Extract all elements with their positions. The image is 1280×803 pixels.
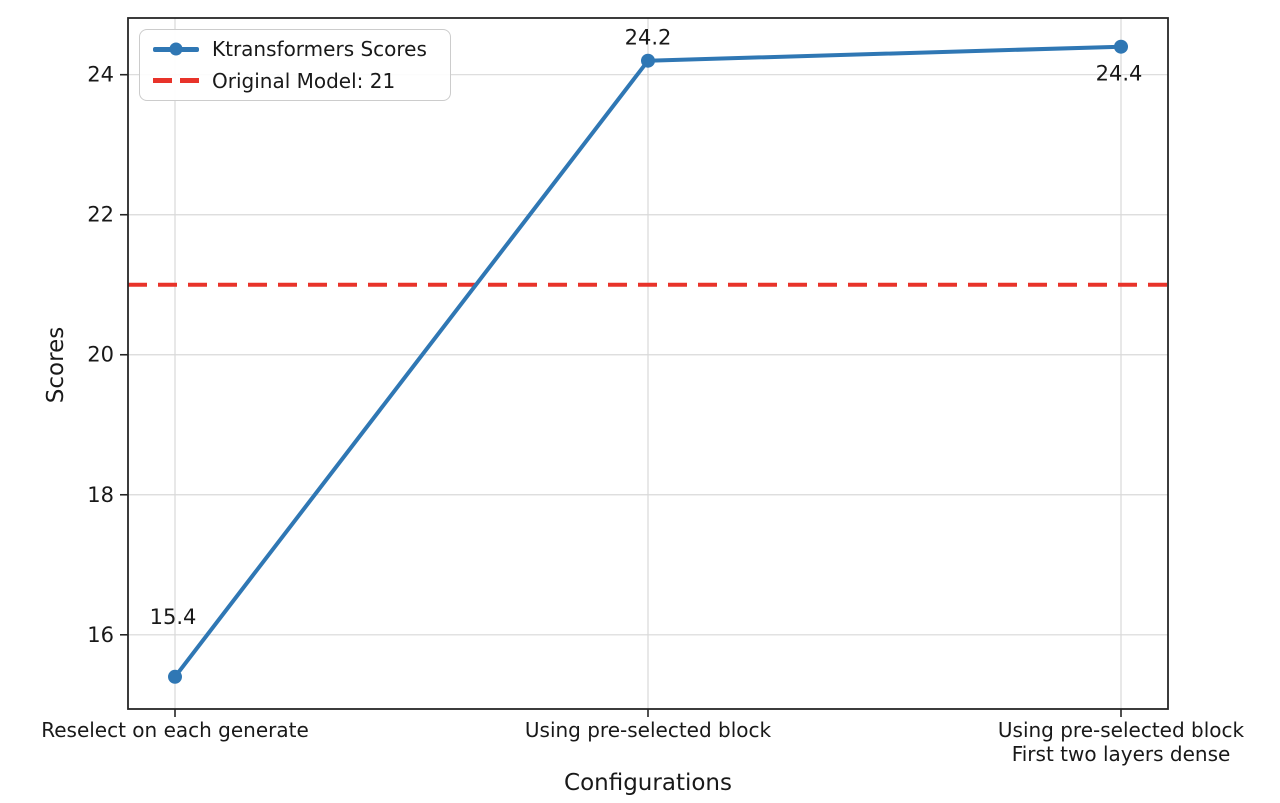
point-label: 15.4 — [150, 605, 197, 629]
series-marker-icon — [169, 42, 183, 56]
legend-dash-sample — [153, 78, 199, 84]
legend: Ktransformers Scores Original Model: 21 — [139, 29, 451, 101]
x-tick-label: Reselect on each generate — [41, 718, 309, 742]
dash-icon — [180, 78, 199, 84]
point-label: 24.4 — [1096, 62, 1143, 86]
x-axis-title: Configurations — [564, 770, 732, 796]
legend-item-label: Ktransformers Scores — [212, 37, 427, 62]
series-line — [168, 39, 1128, 684]
y-tick-label: 16 — [87, 623, 114, 647]
axes — [120, 17, 1169, 717]
dash-icon — [153, 78, 172, 84]
x-tick-label: Using pre-selected block — [525, 718, 772, 742]
legend-line-sample — [153, 42, 199, 56]
legend-item-reference: Original Model: 21 — [153, 69, 450, 93]
legend-item-label: Original Model: 21 — [212, 68, 396, 93]
y-tick-label: 18 — [87, 483, 114, 507]
y-tick-label: 20 — [87, 343, 114, 367]
legend-item-series: Ktransformers Scores — [153, 37, 450, 61]
y-axis-title: Scores — [43, 327, 69, 403]
tick-labels: 15.4 24.2 24.4 16 18 20 22 24 Reselect on each g… — [41, 26, 1244, 766]
y-tick-label: 24 — [87, 63, 114, 87]
x-tick-label: Using pre-selected block — [998, 718, 1245, 742]
y-tick-label: 22 — [87, 203, 114, 227]
gridlines — [128, 18, 1168, 709]
x-tick-label: First two layers dense — [1012, 742, 1231, 766]
point-label: 24.2 — [625, 26, 672, 50]
